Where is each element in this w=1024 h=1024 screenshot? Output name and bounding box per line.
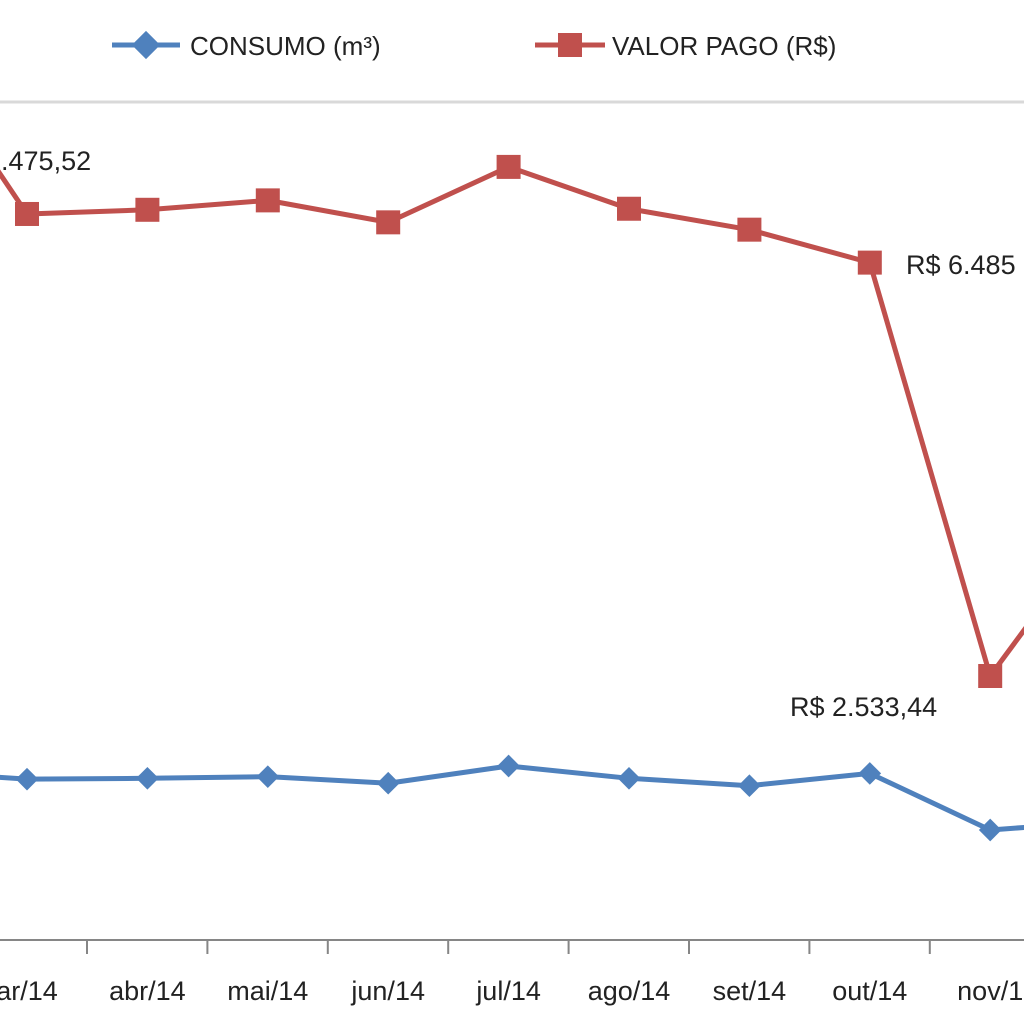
x-tick-label: abr/14	[109, 976, 186, 1006]
x-tick-label: ar/14	[0, 976, 58, 1006]
x-tick-label: nov/1	[957, 976, 1023, 1006]
consumo-point	[617, 766, 641, 790]
x-tick-label: jun/14	[350, 976, 425, 1006]
valor-pago-point	[135, 197, 160, 222]
consumo-point	[136, 766, 159, 790]
valor-pago-point	[857, 250, 882, 275]
x-tick-label: set/14	[713, 976, 787, 1006]
valor-pago-point	[15, 201, 39, 226]
consumo-point	[376, 771, 400, 795]
valor-pago-point	[255, 188, 280, 213]
valor-pago-point	[978, 664, 1003, 688]
legend-consumo-label: CONSUMO (m³)	[190, 31, 381, 61]
consumo-point	[256, 765, 280, 788]
consumo-point	[858, 762, 882, 785]
x-axis-tick-labels: ar/14 abr/14 mai/14 jun/14 jul/14 ago/14 set/1…	[0, 976, 1023, 1006]
valor-pago-point	[737, 217, 762, 242]
valor-pago-point	[496, 154, 521, 179]
consumo-point	[497, 754, 520, 778]
x-tick-label: mai/14	[227, 976, 308, 1006]
data-label-valor-left: 7.475,52	[0, 146, 91, 176]
x-axis-ticks	[86, 940, 931, 954]
series-line-valor-pago	[0, 164, 1024, 679]
consumo-point	[738, 774, 761, 798]
legend-consumo-marker	[131, 30, 161, 60]
legend-valor-label: VALOR PAGO (R$)	[612, 31, 836, 61]
legend-valor-marker	[558, 33, 582, 57]
x-tick-label: out/14	[832, 976, 907, 1006]
x-tick-label: jul/14	[475, 976, 541, 1006]
consumo-point	[15, 767, 39, 791]
consumo-point	[978, 818, 1002, 842]
valor-pago-point	[617, 196, 641, 221]
x-tick-label: ago/14	[588, 976, 671, 1006]
data-label-valor-out: R$ 6.485	[906, 250, 1016, 280]
data-label-valor-nov: R$ 2.533,44	[790, 692, 937, 722]
valor-pago-point	[376, 210, 401, 235]
legend: CONSUMO (m³) VALOR PAGO (R$)	[112, 30, 836, 61]
